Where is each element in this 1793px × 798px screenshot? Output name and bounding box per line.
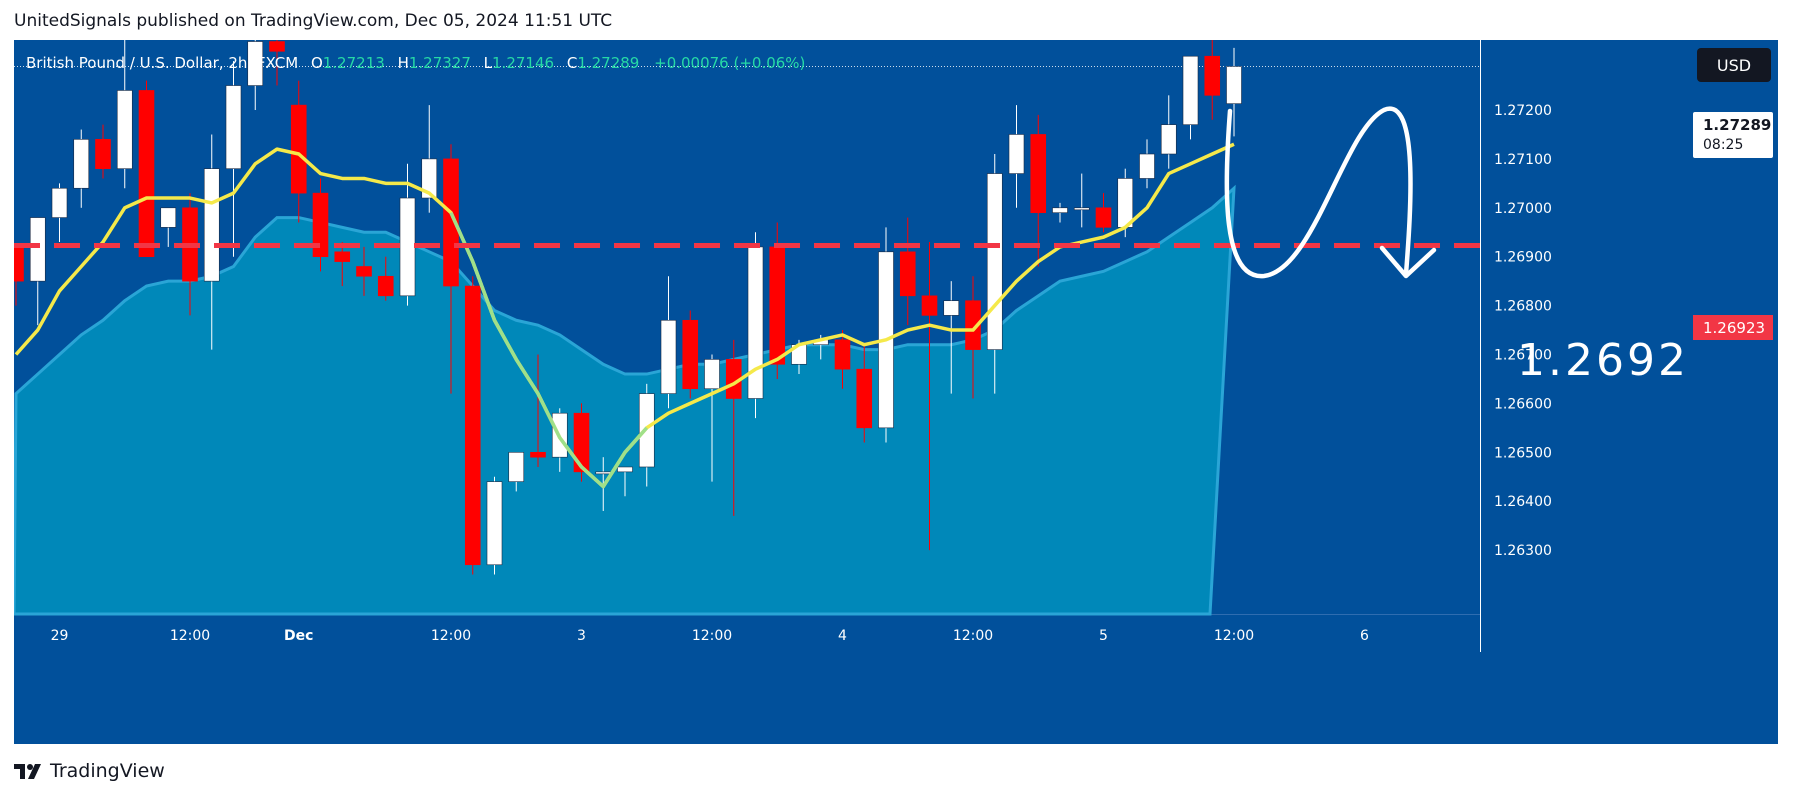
y-tick-label: 1.27000 bbox=[1494, 201, 1552, 217]
level-price-tag: 1.26923 bbox=[1693, 315, 1773, 340]
chart-frame[interactable]: 1.27200 1.27100 1.27000 1.26900 1.26800 1.267… bbox=[14, 40, 1778, 744]
candle-body bbox=[74, 139, 89, 188]
y-tick-label: 1.26400 bbox=[1494, 494, 1552, 510]
tradingview-logo-icon bbox=[14, 762, 44, 780]
candle-body bbox=[161, 208, 176, 228]
x-tick-label: 12:00 bbox=[953, 628, 993, 644]
candle-body bbox=[922, 296, 937, 316]
candle-body bbox=[618, 467, 633, 472]
candle-body bbox=[1053, 208, 1068, 213]
candle-body bbox=[52, 188, 67, 217]
candle-body bbox=[1161, 125, 1176, 154]
candle-body bbox=[900, 252, 915, 296]
y-tick-label: 1.26900 bbox=[1494, 250, 1552, 266]
candle-body bbox=[857, 369, 872, 428]
candle-body bbox=[400, 198, 415, 296]
candle-body bbox=[1118, 178, 1133, 227]
candle bbox=[487, 477, 502, 575]
candle-body bbox=[30, 218, 45, 282]
candle-body bbox=[1140, 154, 1155, 178]
legend-high: 1.27327 bbox=[409, 54, 471, 72]
x-tick-label: 12:00 bbox=[1214, 628, 1254, 644]
candle-body bbox=[683, 320, 698, 388]
legend-low: 1.27146 bbox=[492, 54, 554, 72]
candle-body bbox=[531, 452, 546, 457]
candle-body bbox=[226, 86, 241, 169]
candle bbox=[748, 232, 763, 418]
candle bbox=[879, 227, 894, 442]
candle-body bbox=[1227, 66, 1242, 103]
candle-body bbox=[357, 266, 372, 276]
candle-body bbox=[944, 301, 959, 316]
x-tick-label: 5 bbox=[1099, 628, 1108, 644]
candle-body bbox=[574, 413, 589, 472]
currency-button[interactable]: USD bbox=[1697, 48, 1771, 82]
y-tick-label: 1.26600 bbox=[1494, 396, 1552, 412]
x-tick-label: 12:00 bbox=[170, 628, 210, 644]
x-tick-label: Dec bbox=[284, 628, 313, 644]
last-price-value: 1.27289 bbox=[1703, 116, 1771, 134]
price-chart[interactable]: 1.27200 1.27100 1.27000 1.26900 1.26800 1.267… bbox=[14, 40, 1778, 744]
legend-change: +0.00076 (+0.06%) bbox=[654, 54, 805, 72]
candle-body bbox=[1183, 56, 1198, 124]
tradingview-footer[interactable]: TradingView bbox=[14, 760, 165, 782]
candle-body bbox=[509, 452, 524, 481]
candle-body bbox=[291, 105, 306, 193]
y-tick-label: 1.26800 bbox=[1494, 299, 1552, 315]
legend-high-label: H bbox=[398, 54, 409, 72]
legend-open: 1.27213 bbox=[323, 54, 385, 72]
chart-legend: British Pound / U.S. Dollar, 2h, FXCM O1… bbox=[26, 54, 805, 72]
candle bbox=[683, 310, 698, 398]
legend-open-label: O bbox=[311, 54, 323, 72]
y-tick-label: 1.26300 bbox=[1494, 543, 1552, 559]
publisher-line: UnitedSignals published on TradingView.c… bbox=[14, 11, 612, 31]
x-tick-label: 12:00 bbox=[431, 628, 471, 644]
candle-body bbox=[487, 482, 502, 565]
candle-body bbox=[987, 174, 1002, 350]
x-tick-label: 4 bbox=[838, 628, 847, 644]
y-tick-label: 1.26500 bbox=[1494, 445, 1552, 461]
candle-body bbox=[139, 90, 154, 256]
candle-body bbox=[1074, 208, 1089, 210]
candle-body bbox=[1205, 56, 1220, 95]
candle bbox=[139, 81, 154, 257]
candle-body bbox=[1009, 134, 1024, 173]
y-tick-label: 1.27100 bbox=[1494, 152, 1552, 168]
candle-body bbox=[1096, 208, 1111, 228]
legend-symbol: British Pound / U.S. Dollar, 2h, FXCM bbox=[26, 54, 298, 72]
target-annotation: 1.2692 bbox=[1517, 335, 1689, 386]
candle-body bbox=[705, 359, 720, 388]
candle-body bbox=[335, 252, 350, 262]
candle-body bbox=[378, 276, 393, 296]
candle-body bbox=[596, 472, 611, 474]
price-axis-divider bbox=[1480, 40, 1481, 652]
legend-low-label: L bbox=[484, 54, 492, 72]
candle-body bbox=[117, 90, 132, 168]
y-tick-label: 1.27200 bbox=[1494, 103, 1552, 119]
candle bbox=[465, 276, 480, 574]
candle-body bbox=[14, 247, 24, 281]
candle-body bbox=[770, 247, 785, 364]
candle-body bbox=[465, 286, 480, 565]
bar-countdown: 08:25 bbox=[1703, 137, 1743, 153]
candle-body bbox=[1031, 134, 1046, 212]
candle-body bbox=[270, 42, 285, 52]
x-tick-label: 3 bbox=[577, 628, 586, 644]
footer-brand: TradingView bbox=[50, 760, 165, 782]
candle-body bbox=[96, 139, 111, 168]
legend-close: 1.27289 bbox=[577, 54, 639, 72]
x-tick-label: 6 bbox=[1360, 628, 1369, 644]
candle-body bbox=[748, 247, 763, 399]
candle-body bbox=[835, 340, 850, 369]
legend-close-label: C bbox=[567, 54, 577, 72]
candle-body bbox=[204, 169, 219, 281]
x-tick-label: 29 bbox=[51, 628, 69, 644]
candle-body bbox=[661, 320, 676, 393]
x-tick-label: 12:00 bbox=[692, 628, 732, 644]
last-price-tag: 1.27289 08:25 bbox=[1693, 112, 1773, 158]
